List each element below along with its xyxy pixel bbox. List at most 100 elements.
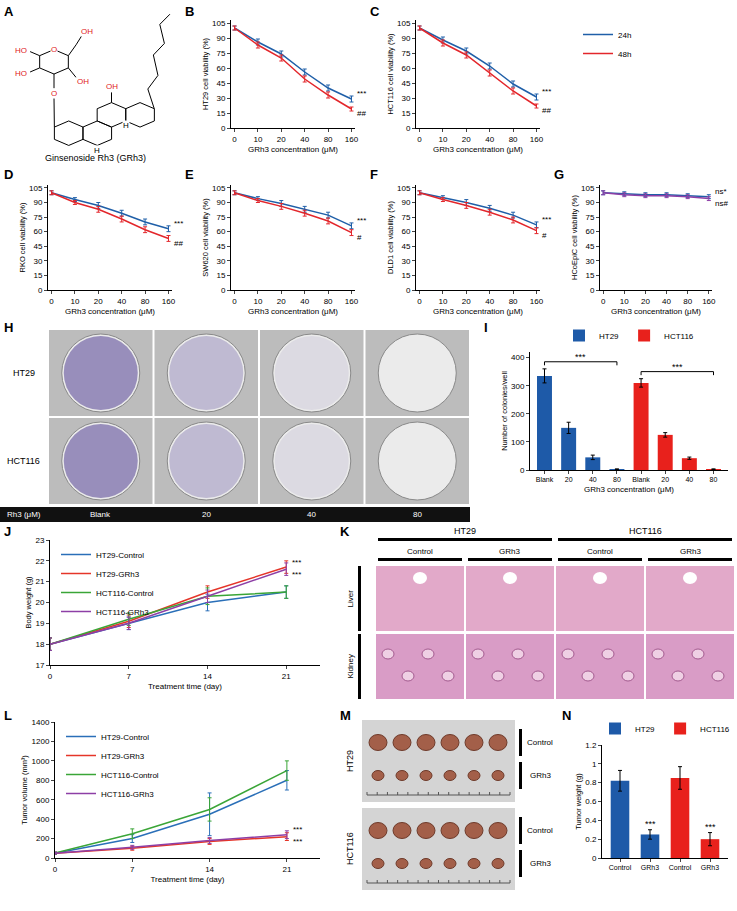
svg-text:HT29: HT29 (599, 332, 619, 341)
svg-text:HCT116-Control: HCT116-Control (101, 771, 159, 780)
svg-text:40: 40 (589, 476, 597, 483)
svg-text:105: 105 (581, 184, 595, 193)
svg-text:30: 30 (401, 257, 410, 266)
svg-text:GRh3 concentration (μM): GRh3 concentration (μM) (65, 307, 155, 316)
svg-text:Ginsenoside Rh3 (GRh3): Ginsenoside Rh3 (GRh3) (45, 153, 146, 163)
svg-text:80: 80 (413, 510, 422, 519)
svg-text:105: 105 (29, 184, 43, 193)
svg-text:20: 20 (277, 135, 286, 144)
svg-text:15: 15 (401, 109, 410, 118)
svg-text:GRh3: GRh3 (499, 547, 520, 556)
svg-text:0: 0 (417, 135, 422, 144)
svg-text:H: H (123, 121, 129, 130)
svg-text:***: *** (357, 216, 366, 225)
svg-text:40: 40 (300, 297, 309, 306)
svg-text:90: 90 (585, 198, 594, 207)
svg-text:#: # (542, 231, 547, 240)
svg-text:##: ## (542, 106, 551, 115)
svg-text:GRh3: GRh3 (680, 547, 701, 556)
svg-text:***: *** (672, 362, 683, 372)
svg-text:0: 0 (406, 286, 411, 295)
svg-text:HT29: HT29 (635, 725, 655, 734)
svg-text:Blank: Blank (632, 476, 650, 483)
svg-text:GRh3 concentration (μM): GRh3 concentration (μM) (584, 485, 674, 494)
svg-text:100: 100 (511, 438, 525, 447)
svg-text:HCT116-GRh3: HCT116-GRh3 (96, 608, 149, 617)
svg-text:800: 800 (36, 776, 50, 785)
svg-text:***: *** (293, 837, 302, 846)
svg-text:400: 400 (511, 353, 525, 362)
svg-text:O: O (51, 89, 57, 98)
svg-text:45: 45 (401, 242, 410, 251)
svg-text:H: H (94, 146, 100, 155)
svg-text:90: 90 (33, 198, 42, 207)
svg-text:***: *** (292, 570, 301, 579)
svg-text:1.2: 1.2 (585, 741, 597, 750)
svg-text:***: *** (575, 352, 586, 362)
svg-text:80: 80 (324, 297, 333, 306)
svg-text:ns*: ns* (715, 187, 727, 196)
svg-text:GRh3 concentration (μM): GRh3 concentration (μM) (248, 145, 338, 154)
svg-text:GRh3 concentration (μM): GRh3 concentration (μM) (248, 307, 338, 316)
svg-text:80: 80 (141, 297, 150, 306)
svg-text:75: 75 (401, 49, 410, 58)
svg-text:DLD1 cell viability (%): DLD1 cell viability (%) (386, 201, 395, 274)
svg-text:HO: HO (15, 46, 27, 55)
svg-text:HO: HO (15, 69, 27, 78)
svg-text:105: 105 (212, 19, 226, 28)
svg-text:80: 80 (710, 476, 718, 483)
svg-text:Liver: Liver (346, 590, 355, 608)
svg-text:20: 20 (462, 135, 471, 144)
svg-text:0: 0 (221, 286, 226, 295)
svg-text:40: 40 (662, 297, 671, 306)
svg-text:60: 60 (216, 227, 225, 236)
svg-text:30: 30 (33, 257, 42, 266)
svg-text:RKO cell viability (%): RKO cell viability (%) (18, 202, 27, 273)
svg-text:HCT116: HCT116 (700, 725, 730, 734)
svg-text:21: 21 (282, 672, 291, 681)
svg-text:HT29-GRh3: HT29-GRh3 (101, 752, 145, 761)
svg-text:90: 90 (401, 198, 410, 207)
svg-text:Number of colonies/well: Number of colonies/well (500, 371, 509, 451)
svg-text:1000: 1000 (32, 757, 50, 766)
svg-text:OH: OH (77, 77, 89, 86)
svg-text:***: *** (542, 215, 551, 224)
svg-text:45: 45 (585, 242, 594, 251)
svg-text:21: 21 (35, 577, 44, 586)
svg-text:20: 20 (35, 598, 44, 607)
svg-text:HCT116: HCT116 (629, 526, 662, 536)
svg-text:160: 160 (530, 297, 544, 306)
svg-text:7: 7 (127, 672, 132, 681)
svg-text:HCT116-Control: HCT116-Control (96, 589, 154, 598)
svg-text:D: D (4, 167, 13, 182)
svg-text:23: 23 (35, 536, 44, 545)
svg-text:Tumor weight (g): Tumor weight (g) (574, 773, 583, 830)
svg-text:***: *** (293, 825, 302, 834)
svg-text:20: 20 (277, 297, 286, 306)
svg-text:OH: OH (106, 82, 118, 91)
svg-text:30: 30 (585, 257, 594, 266)
svg-text:10: 10 (620, 297, 629, 306)
svg-text:Control: Control (407, 547, 433, 556)
svg-text:80: 80 (613, 476, 621, 483)
svg-text:14: 14 (205, 865, 214, 874)
svg-text:OH: OH (81, 27, 93, 36)
svg-text:40: 40 (300, 135, 309, 144)
svg-text:1400: 1400 (32, 718, 50, 727)
svg-text:HT29-Control: HT29-Control (96, 551, 144, 560)
svg-text:HCT116 cell viability (%): HCT116 cell viability (%) (386, 33, 395, 115)
svg-text:#: # (357, 233, 362, 242)
svg-text:40: 40 (485, 297, 494, 306)
svg-text:45: 45 (216, 242, 225, 251)
svg-text:0: 0 (232, 135, 237, 144)
svg-text:HCT116: HCT116 (664, 332, 694, 341)
svg-text:Control: Control (587, 547, 613, 556)
svg-text:105: 105 (212, 184, 226, 193)
svg-text:0: 0 (592, 854, 597, 863)
svg-text:200: 200 (511, 410, 525, 419)
svg-text:GRh3 concentration (μM): GRh3 concentration (μM) (611, 307, 701, 316)
svg-text:Control: Control (669, 864, 692, 871)
svg-text:60: 60 (33, 227, 42, 236)
svg-text:7: 7 (130, 865, 135, 874)
svg-text:***: *** (292, 558, 301, 567)
